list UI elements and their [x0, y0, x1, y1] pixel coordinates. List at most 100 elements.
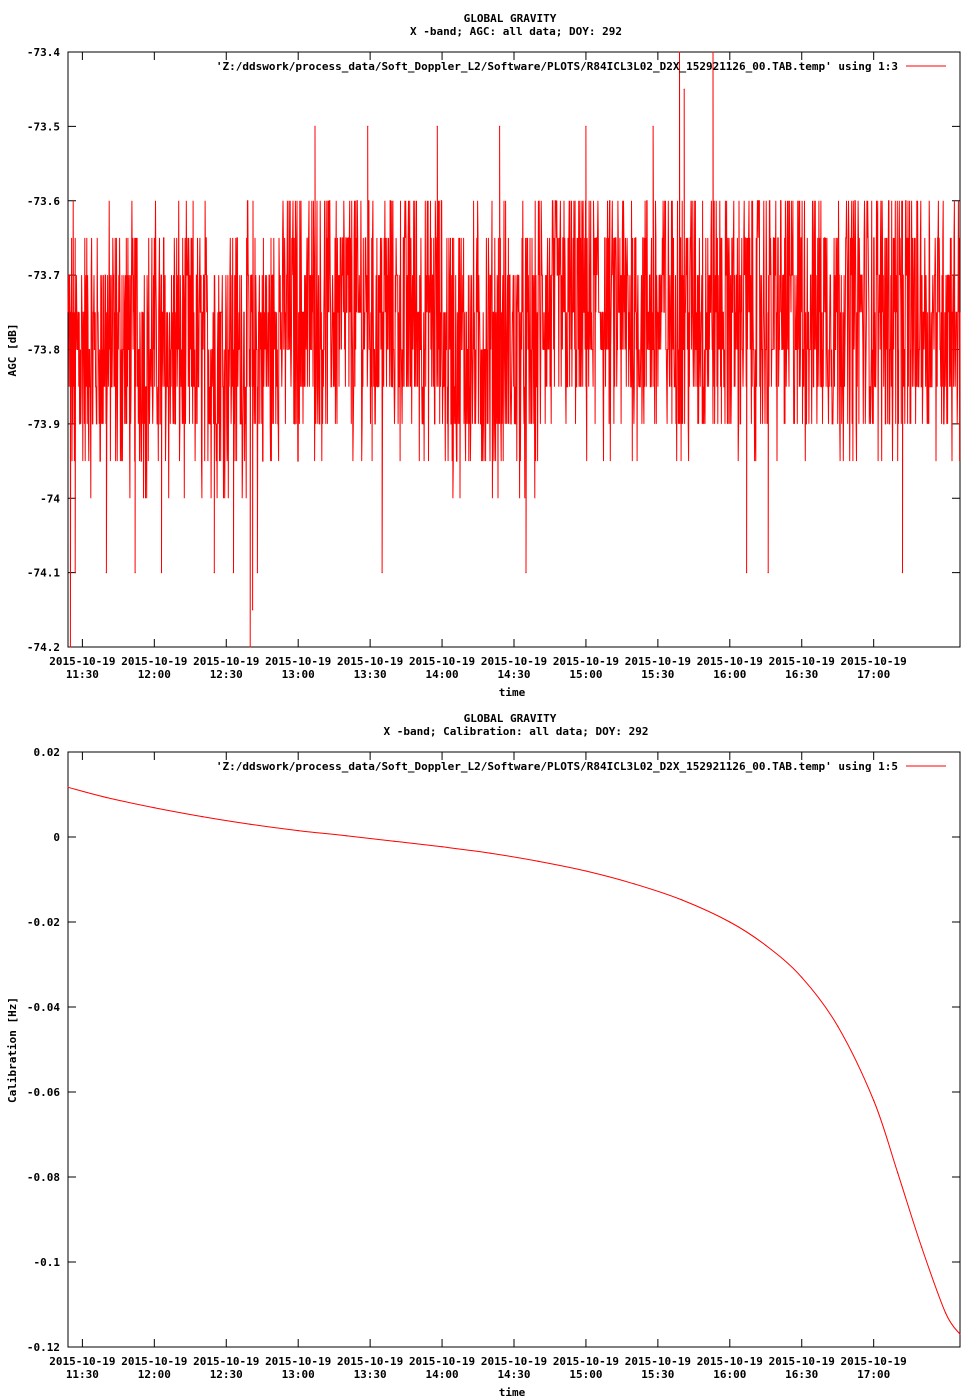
- x-tick-time: 13:30: [354, 668, 387, 681]
- agc-spike-point: [767, 572, 769, 574]
- agc-spike-point: [499, 125, 501, 127]
- agc-spike-point: [367, 125, 369, 127]
- agc-spike-point: [74, 572, 76, 574]
- calibration-point: [729, 921, 731, 923]
- y-tick-label: -0.06: [27, 1086, 60, 1099]
- y-tick-label: -74.2: [27, 641, 60, 654]
- x-tick-time: 14:00: [426, 1368, 459, 1381]
- agc-spike-point: [436, 125, 438, 127]
- agc-spike-point: [213, 572, 215, 574]
- agc-spike-point: [745, 572, 748, 574]
- y-tick-label: -73.6: [27, 195, 60, 208]
- y-tick-label: -73.5: [27, 120, 60, 133]
- agc-spike-point: [678, 51, 681, 53]
- x-tick-date: 2015-10-19: [193, 655, 259, 668]
- calibration-chart-title: GLOBAL GRAVITY: [464, 712, 557, 725]
- agc-spike-point: [256, 572, 259, 574]
- calibration-point: [297, 830, 299, 832]
- agc-spike-point: [683, 88, 685, 90]
- y-tick-label: -74.1: [27, 567, 60, 580]
- y-tick-label: -0.02: [27, 916, 60, 929]
- y-tick-label: 0.02: [34, 746, 61, 759]
- calibration-chart: GLOBAL GRAVITY X -band; Calibration: all…: [6, 712, 961, 1399]
- agc-x-ticks: 2015-10-1911:302015-10-1912:002015-10-19…: [49, 52, 907, 681]
- x-tick-date: 2015-10-19: [121, 655, 187, 668]
- agc-spike-point: [252, 609, 254, 611]
- calibration-point: [873, 1099, 875, 1102]
- agc-chart-subtitle: X -band; AGC: all data; DOY: 292: [410, 25, 622, 38]
- x-tick-date: 2015-10-19: [697, 655, 763, 668]
- calibration-line: [67, 786, 961, 1335]
- x-tick-date: 2015-10-19: [265, 1355, 331, 1368]
- x-tick-date: 2015-10-19: [697, 1355, 763, 1368]
- calibration-point: [633, 883, 635, 885]
- x-tick-time: 15:30: [641, 668, 674, 681]
- agc-line: [67, 51, 961, 648]
- x-tick-time: 13:30: [354, 1368, 387, 1381]
- x-tick-time: 16:30: [785, 1368, 818, 1381]
- x-tick-date: 2015-10-19: [553, 655, 619, 668]
- agc-spike-point: [134, 572, 136, 574]
- agc-y-axis-label: AGC [dB]: [6, 324, 19, 377]
- agc-spike-point: [249, 646, 251, 648]
- x-tick-time: 11:30: [66, 668, 99, 681]
- calibration-point: [201, 816, 203, 818]
- calibration-point: [959, 1333, 961, 1335]
- y-tick-label: -73.9: [27, 418, 60, 431]
- agc-spike-point: [712, 51, 714, 53]
- calibration-point: [921, 1246, 923, 1248]
- calibration-y-axis-label: Calibration [Hz]: [6, 997, 19, 1103]
- x-tick-time: 15:00: [569, 668, 602, 681]
- agc-x-axis-label: time: [499, 686, 526, 699]
- x-tick-date: 2015-10-19: [841, 1355, 907, 1368]
- calibration-plot-frame: [67, 751, 961, 1348]
- x-tick-time: 17:00: [857, 668, 890, 681]
- calibration-x-ticks: 2015-10-1911:302015-10-1912:002015-10-19…: [49, 752, 907, 1381]
- x-tick-time: 11:30: [66, 1368, 99, 1381]
- calibration-legend-label: 'Z:/ddswork/process_data/Soft_Doppler_L2…: [216, 760, 898, 773]
- agc-spike-point: [652, 125, 654, 127]
- calibration-point: [801, 976, 803, 978]
- agc-chart-title: GLOBAL GRAVITY: [464, 12, 557, 25]
- y-tick-label: -74: [40, 492, 60, 505]
- x-tick-time: 14:30: [497, 1368, 530, 1381]
- calibration-x-axis-label: time: [499, 1386, 526, 1399]
- agc-spike-point: [901, 572, 904, 574]
- x-tick-time: 17:00: [857, 1368, 890, 1381]
- x-tick-date: 2015-10-19: [121, 1355, 187, 1368]
- calibration-point: [681, 899, 683, 901]
- x-tick-date: 2015-10-19: [265, 655, 331, 668]
- x-tick-time: 12:30: [210, 1368, 243, 1381]
- x-tick-date: 2015-10-19: [409, 1355, 475, 1368]
- calibration-point: [585, 870, 587, 872]
- x-tick-date: 2015-10-19: [193, 1355, 259, 1368]
- x-tick-date: 2015-10-19: [769, 655, 835, 668]
- x-tick-time: 16:00: [713, 668, 746, 681]
- calibration-point: [441, 846, 443, 848]
- y-tick-label: -0.12: [27, 1341, 60, 1354]
- x-tick-date: 2015-10-19: [337, 1355, 403, 1368]
- y-tick-label: -0.1: [34, 1256, 61, 1269]
- calibration-point: [765, 944, 767, 946]
- calibration-point: [67, 786, 69, 788]
- agc-legend-label: 'Z:/ddswork/process_data/Soft_Doppler_L2…: [216, 60, 898, 73]
- agc-spike-point: [69, 646, 71, 648]
- x-tick-time: 12:00: [138, 1368, 171, 1381]
- calibration-y-ticks: 0.02 0 -0.02 -0.04 -0.06 -0.08 -0.1 -0.12: [27, 746, 960, 1354]
- x-tick-date: 2015-10-19: [625, 655, 691, 668]
- agc-chart: GLOBAL GRAVITY X -band; AGC: all data; D…: [6, 12, 961, 699]
- calibration-point: [537, 860, 539, 862]
- x-tick-date: 2015-10-19: [49, 655, 115, 668]
- x-tick-date: 2015-10-19: [409, 655, 475, 668]
- x-tick-time: 12:00: [138, 668, 171, 681]
- agc-spike-point: [232, 572, 235, 574]
- agc-spike-point: [381, 572, 383, 574]
- calibration-point: [345, 835, 347, 837]
- x-tick-date: 2015-10-19: [841, 655, 907, 668]
- x-tick-time: 16:30: [785, 668, 818, 681]
- calibration-point: [945, 1312, 947, 1314]
- x-tick-date: 2015-10-19: [769, 1355, 835, 1368]
- x-tick-date: 2015-10-19: [481, 655, 547, 668]
- x-tick-date: 2015-10-19: [553, 1355, 619, 1368]
